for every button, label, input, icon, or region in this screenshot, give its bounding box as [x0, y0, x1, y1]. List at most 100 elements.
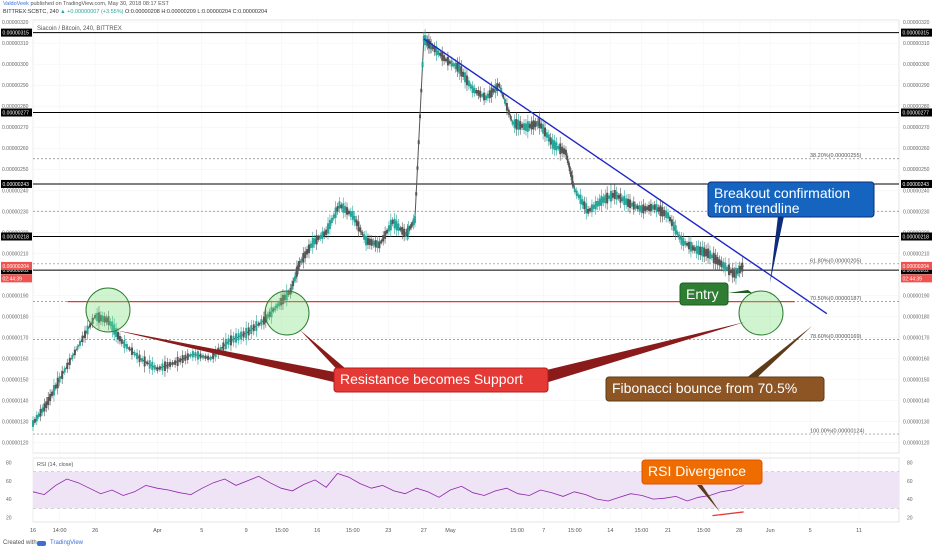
candle-body	[372, 240, 375, 246]
candle-body	[54, 384, 57, 389]
x-tick-label: 14	[607, 528, 613, 534]
y-tick-label: 0.00000130	[903, 419, 930, 425]
candle-body	[319, 234, 322, 239]
candle-body	[349, 211, 352, 217]
fib-level-label: 38.20%(0.00000255)	[810, 153, 862, 159]
candle-body	[577, 194, 580, 198]
candle-body	[733, 271, 736, 278]
footer: Created with TradingView	[0, 537, 932, 550]
candle-body	[224, 338, 227, 350]
candle-body	[509, 115, 512, 120]
candle-body	[302, 253, 305, 263]
candle-body	[634, 204, 637, 209]
candle-body	[705, 249, 708, 257]
candle-body	[209, 356, 212, 360]
candle-body	[386, 229, 389, 234]
candle-body	[490, 87, 493, 98]
candle-body	[347, 210, 350, 215]
candle-body	[270, 306, 273, 318]
candle-body	[528, 123, 531, 129]
candle-body	[378, 241, 381, 249]
candle-body	[415, 192, 418, 196]
level-badge	[901, 108, 932, 117]
level-badge-label: 0.00000202	[3, 268, 30, 274]
candle-body	[486, 93, 489, 99]
candle-body	[184, 354, 187, 361]
tradingview-brand[interactable]: TradingView	[50, 540, 84, 546]
candle-body	[307, 244, 310, 254]
candle-body	[393, 218, 396, 229]
candle-body	[353, 215, 356, 223]
candle-body	[691, 245, 694, 251]
candle-body	[657, 207, 660, 212]
candle-body	[73, 349, 76, 356]
price-badge	[1, 274, 32, 283]
candle-body	[439, 52, 442, 57]
candle-body	[229, 335, 232, 346]
y-tick-label: 0.00000160	[903, 356, 930, 362]
created-with-text: Created with	[3, 540, 37, 546]
candle-body	[498, 83, 501, 87]
level-badge	[1, 232, 32, 241]
candle-body	[467, 80, 470, 87]
publisher-name[interactable]: ValdoVeek	[3, 1, 29, 7]
candle-body	[538, 117, 541, 129]
candle-body	[665, 210, 668, 218]
rsi-tick-label: 80	[6, 461, 12, 467]
candle-body	[32, 420, 34, 427]
price-badge-label: 0.00000204	[903, 264, 930, 270]
candle-body	[543, 127, 546, 137]
candle-body	[403, 228, 406, 237]
candle-body	[532, 120, 535, 130]
candle-body	[232, 335, 235, 343]
candle-body	[684, 241, 687, 246]
y-tick-label: 0.00000230	[903, 209, 930, 215]
candle-body	[431, 45, 434, 50]
candle-body	[502, 94, 505, 98]
y-tick-label: 0.00000270	[903, 125, 930, 131]
candle-body	[492, 88, 495, 93]
candle-body	[242, 331, 245, 338]
candle-body	[507, 109, 510, 115]
candle-body	[257, 322, 260, 326]
candle-body	[592, 204, 595, 209]
candle-body	[374, 240, 377, 248]
candle-body	[559, 143, 562, 155]
x-tick-label: 5	[809, 528, 812, 534]
candle-body	[505, 102, 508, 111]
candle-body	[526, 121, 529, 132]
candle-body	[109, 321, 112, 327]
candle-body	[655, 204, 658, 213]
y-tick-label: 0.00000260	[2, 146, 29, 152]
candle-body	[670, 219, 673, 227]
candle-body	[513, 119, 516, 128]
y-tick-label: 0.00000260	[903, 146, 930, 152]
candle-body	[699, 246, 702, 256]
x-tick-label: May	[445, 528, 456, 534]
candle-body	[317, 236, 320, 241]
candle-body	[642, 204, 645, 214]
candle-body	[43, 403, 46, 412]
candle-body	[731, 268, 734, 278]
highlight-circle	[264, 290, 310, 336]
candle-body	[101, 315, 104, 322]
fib-level-label: 70.50%(0.00000187)	[810, 296, 862, 302]
candle-body	[604, 194, 607, 204]
candle-body	[567, 161, 570, 166]
candle-body	[313, 238, 316, 245]
y-tick-label: 0.00000290	[2, 83, 29, 89]
candle-body	[278, 301, 281, 307]
x-tick-label: Jun	[766, 528, 775, 534]
candle-body	[351, 211, 354, 220]
y-tick-label: 0.00000120	[903, 440, 930, 446]
candle-body	[97, 312, 100, 323]
candle-body	[196, 351, 199, 360]
level-badge	[901, 28, 932, 37]
candle-body	[37, 413, 40, 418]
candle-body	[648, 205, 651, 211]
candle-body	[483, 92, 486, 101]
candle-body	[471, 85, 474, 94]
x-tick-label: 16	[314, 528, 320, 534]
level-badge	[1, 28, 32, 37]
